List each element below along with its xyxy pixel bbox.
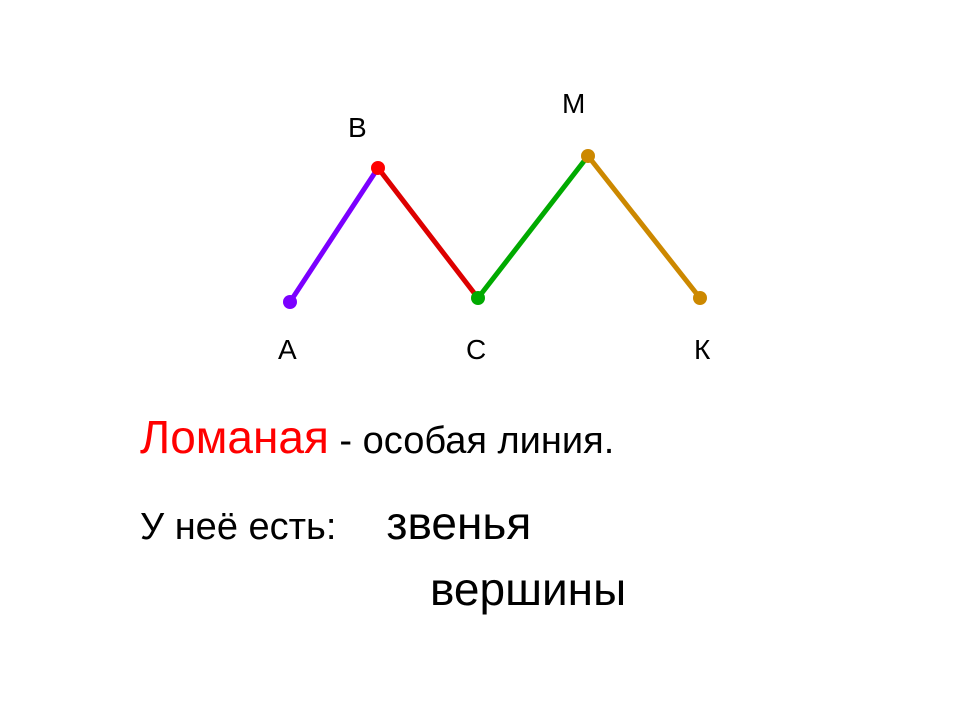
vertex-K (693, 291, 707, 305)
polyline-diagram: АВСМК (0, 70, 960, 350)
has-prefix: У неё есть: (140, 506, 336, 548)
vertex-label-B: В (348, 112, 367, 144)
vertex-label-A: А (278, 334, 297, 366)
vertex-label-C: С (466, 334, 486, 366)
vertex-A (283, 295, 297, 309)
vertex-M (581, 149, 595, 163)
segment-MK (588, 156, 700, 298)
definition-line: Ломаная - особая линия. (140, 410, 820, 464)
vertex-label-K: К (694, 334, 710, 366)
vertex-B (371, 161, 385, 175)
vertex-C (471, 291, 485, 305)
segment-BC (378, 168, 478, 298)
segment-AB (290, 168, 378, 302)
vertex-label-M: М (562, 88, 585, 120)
has-line: У неё есть: звенья (140, 496, 820, 550)
title-word: Ломаная (140, 411, 329, 463)
description-text: Ломаная - особая линия. У неё есть: звень… (140, 410, 820, 616)
segment-CM (478, 156, 588, 298)
title-rest: - особая линия. (329, 420, 614, 462)
word-vertices: вершины (430, 562, 820, 616)
word-segments: звенья (386, 497, 531, 549)
